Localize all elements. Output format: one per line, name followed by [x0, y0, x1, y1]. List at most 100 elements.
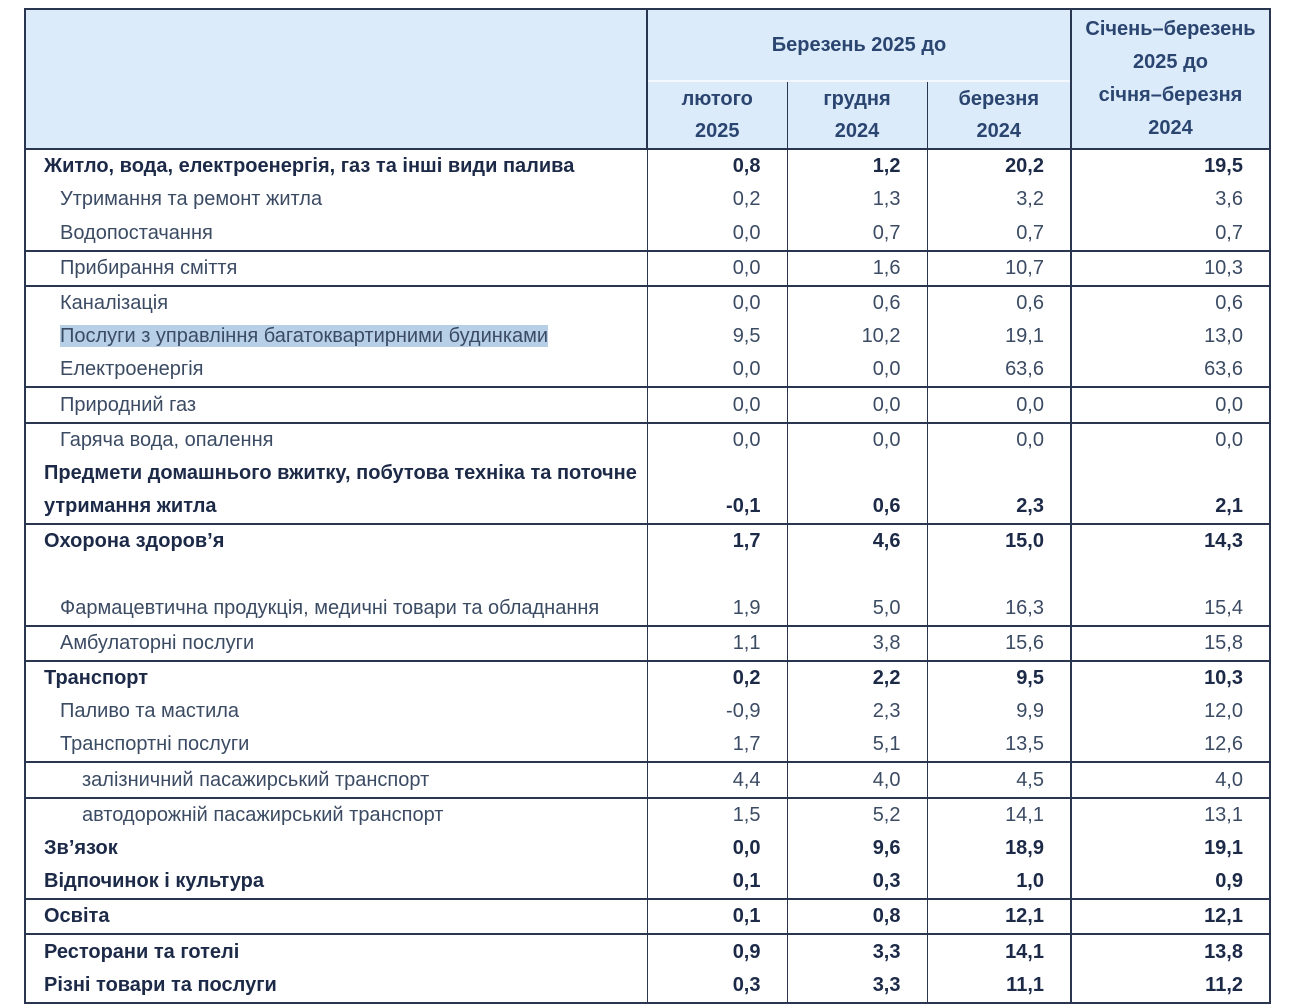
row-label: Ресторани та готелі: [44, 940, 240, 963]
price-index-table: Березень 2025 до Січень–березень 2025 до…: [24, 8, 1271, 1004]
value-dec-2024: 0,8: [786, 898, 927, 935]
value-feb-2025: 0,0: [646, 216, 787, 251]
value-feb-2025: 0,2: [646, 183, 787, 217]
value-dec-2024: 0,3: [786, 864, 927, 900]
table-row: Житло, вода, електроенергія, газ та інші…: [25, 147, 1270, 184]
row-label-cell: залізничний пасажирський транспорт: [25, 761, 647, 798]
value-dec-2024: 5,0: [786, 558, 927, 626]
row-label: Прибирання сміття: [60, 256, 238, 279]
header-ytd-line: 2025 до: [1133, 51, 1208, 73]
value-ytd: 14,3: [1070, 523, 1270, 559]
row-label: Різні товари та послуги: [44, 973, 277, 996]
value-mar-2024: 11,1: [926, 968, 1071, 1003]
value-mar-2024: 0,0: [926, 421, 1071, 457]
row-label-cell: Амбулаторні послуги: [25, 624, 647, 661]
value-dec-2024: 0,6: [786, 456, 927, 525]
row-label: Природний газ: [60, 393, 197, 416]
value-ytd: 63,6: [1070, 353, 1270, 388]
value-mar-2024: 63,6: [926, 353, 1071, 388]
header-blank-cell: [25, 9, 648, 149]
row-label: залізничний пасажирський транспорт: [82, 768, 430, 791]
value-ytd: 0,9: [1070, 864, 1270, 900]
table-row: Каналізація 0,0 0,6 0,6 0,6: [25, 284, 1270, 320]
value-feb-2025: 4,4: [646, 761, 787, 798]
value-mar-2024: 4,5: [926, 761, 1071, 798]
value-dec-2024: 4,6: [786, 523, 927, 559]
row-label: Транспортні послуги: [60, 733, 250, 756]
value-dec-2024: 4,0: [786, 761, 927, 798]
table-row: Ресторани та готелі 0,9 3,3 14,1 13,8: [25, 933, 1270, 969]
table-row: Транспорт 0,2 2,2 9,5 10,3: [25, 659, 1270, 696]
value-feb-2025: 0,9: [646, 933, 787, 969]
row-label: Житло, вода, електроенергія, газ та інші…: [44, 155, 575, 178]
value-mar-2024: 3,2: [926, 183, 1071, 217]
value-feb-2025: 1,7: [646, 728, 787, 763]
value-dec-2024: 3,8: [786, 624, 927, 661]
row-label: Послуги з управління багатоквартирними б…: [60, 325, 549, 348]
value-mar-2024: 18,9: [926, 831, 1071, 865]
row-label-cell: Житло, вода, електроенергія, газ та інші…: [25, 147, 647, 184]
value-feb-2025: 0,8: [646, 147, 787, 184]
row-label: Предмети домашнього вжитку, побутова тех…: [44, 462, 637, 518]
header-ytd: Січень–березень 2025 до січня–березня 20…: [1070, 8, 1271, 150]
header-line: 2024: [976, 120, 1022, 142]
table-row: Охорона здоров’я 1,7 4,6 15,0 14,3: [25, 523, 1270, 559]
value-mar-2024: 14,1: [926, 796, 1071, 832]
row-label: Паливо та мастила: [60, 700, 240, 723]
row-label-cell: Освіта: [25, 898, 647, 935]
value-feb-2025: 0,3: [646, 968, 787, 1003]
value-feb-2025: 0,1: [646, 864, 787, 900]
value-mar-2024: 10,7: [926, 249, 1071, 286]
table-row: Утримання та ремонт житла 0,2 1,3 3,2 3,6: [25, 183, 1270, 217]
header-group-march-2025: Березень 2025 до: [647, 9, 1071, 81]
value-mar-2024: 15,6: [926, 624, 1071, 661]
value-ytd: 15,4: [1070, 558, 1270, 626]
value-ytd: 0,0: [1070, 421, 1270, 457]
value-feb-2025: 0,2: [646, 659, 787, 696]
header-line: 2024: [834, 120, 880, 142]
value-feb-2025: 0,0: [646, 249, 787, 286]
row-label: Гаряча вода, опалення: [60, 428, 274, 451]
value-mar-2024: 1,0: [926, 864, 1071, 900]
row-label-cell: Різні товари та послуги: [25, 969, 647, 1003]
value-dec-2024: 3,3: [786, 933, 927, 969]
table-row: Природний газ 0,0 0,0 0,0 0,0: [25, 386, 1270, 423]
value-feb-2025: 0,0: [646, 386, 787, 423]
row-label-cell: Гаряча вода, опалення: [25, 421, 647, 457]
value-ytd: 0,7: [1070, 216, 1270, 251]
value-ytd: 19,5: [1070, 147, 1270, 184]
value-ytd: 12,1: [1070, 898, 1270, 935]
row-label-cell: Прибирання сміття: [25, 249, 647, 286]
header-ytd-line: 2024: [1148, 117, 1193, 139]
table-row: Освіта 0,1 0,8 12,1 12,1: [25, 898, 1270, 935]
table-row: залізничний пасажирський транспорт 4,4 4,0…: [25, 761, 1270, 798]
row-label: Каналізація: [60, 291, 169, 314]
value-mar-2024: 0,6: [926, 284, 1071, 320]
value-ytd: 0,0: [1070, 386, 1270, 423]
value-dec-2024: 1,2: [786, 147, 927, 184]
row-label-cell: автодорожній пасажирський транспорт: [25, 796, 647, 832]
value-ytd: 10,3: [1070, 659, 1270, 696]
table-row: Предмети домашнього вжитку, побутова тех…: [25, 456, 1270, 525]
value-ytd: 2,1: [1070, 456, 1270, 525]
row-label-cell: Паливо та мастила: [25, 695, 647, 728]
value-feb-2025: 0,0: [646, 353, 787, 388]
row-label-cell: Електроенергія: [25, 353, 647, 387]
value-ytd: 11,2: [1070, 968, 1270, 1003]
row-label-cell: Відпочинок і культура: [25, 865, 647, 899]
value-feb-2025: 1,7: [646, 523, 787, 559]
row-label-cell: Утримання та ремонт житла: [25, 183, 647, 216]
value-dec-2024: 2,2: [786, 659, 927, 696]
value-ytd: 19,1: [1070, 831, 1270, 865]
row-label: Освіта: [44, 905, 110, 928]
value-ytd: 13,0: [1070, 319, 1270, 354]
table-row: Послуги з управління багатоквартирними б…: [25, 319, 1270, 354]
value-ytd: 10,3: [1070, 249, 1270, 286]
table-row: автодорожній пасажирський транспорт 1,5 5,…: [25, 796, 1270, 832]
value-ytd: 3,6: [1070, 183, 1270, 217]
header-feb-2025: лютого 2025: [647, 80, 787, 150]
row-label-cell: Предмети домашнього вжитку, побутова тех…: [25, 457, 647, 524]
row-label-cell: Транспорт: [25, 659, 647, 696]
row-label: Відпочинок і культура: [44, 870, 264, 893]
row-label: Зв’язок: [44, 836, 118, 859]
